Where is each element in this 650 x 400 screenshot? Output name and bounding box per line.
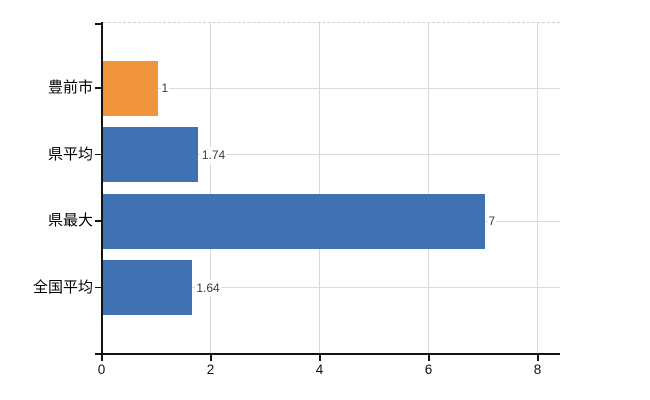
bar (103, 260, 193, 316)
bar-value-label: 7 (487, 213, 497, 230)
bar (103, 193, 485, 249)
gridline-x (319, 23, 320, 354)
gridline-x (210, 23, 211, 354)
category-label: 豊前市 (47, 79, 93, 97)
x-axis (95, 353, 560, 355)
bar (103, 127, 198, 183)
y-tick (95, 153, 102, 156)
plot-top-border (102, 22, 560, 23)
x-tick-label: 4 (315, 362, 324, 377)
bar-value-label: 1.74 (200, 146, 227, 163)
category-label: 県最大 (47, 212, 93, 230)
x-tick-label: 0 (97, 362, 106, 377)
category-line (103, 87, 560, 89)
y-axis-top-tick (95, 22, 102, 25)
bar-value-label: 1 (160, 80, 170, 97)
bar-value-label: 1.64 (195, 279, 221, 296)
y-axis (101, 22, 103, 356)
category-line (103, 154, 560, 156)
category-line (103, 287, 560, 289)
x-tick (209, 355, 212, 361)
x-tick-label: 6 (424, 362, 433, 377)
category-label: 県平均 (47, 145, 93, 163)
x-tick (100, 355, 103, 361)
x-tick (318, 355, 321, 361)
x-tick (536, 355, 539, 361)
gridline-x (428, 23, 429, 354)
y-tick (95, 220, 102, 222)
y-tick (95, 286, 102, 289)
bar (103, 60, 158, 116)
x-tick-label: 2 (206, 362, 215, 377)
category-label: 全国平均 (32, 278, 93, 296)
x-tick (427, 355, 430, 361)
gridline-x (537, 23, 538, 354)
y-tick (95, 87, 102, 89)
x-tick-label: 8 (533, 362, 542, 377)
